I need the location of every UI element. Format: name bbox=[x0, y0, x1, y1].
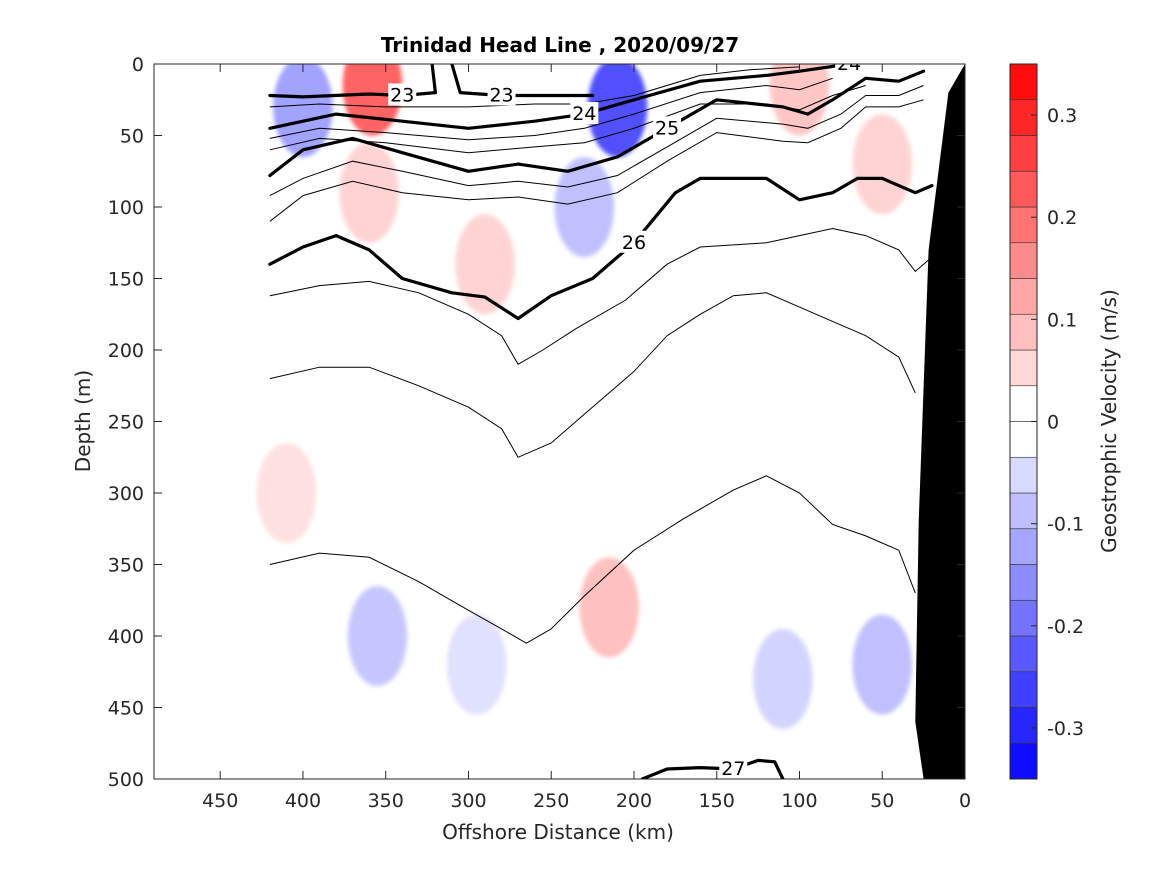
contour-label-26: 26 bbox=[622, 232, 646, 254]
contour-label-27: 27 bbox=[721, 758, 745, 780]
x-tick-label: 400 bbox=[285, 790, 321, 812]
contour-label-23: 23 bbox=[390, 84, 414, 106]
colorbar-ticks: -0.3 -0.2 -0.1 0 0.1 0.2 0.3 bbox=[1031, 105, 1084, 740]
colorbar-level-6 bbox=[1009, 528, 1038, 565]
colorbar-tick-label: -0.1 bbox=[1047, 514, 1084, 536]
thin-contour-0 bbox=[269, 66, 800, 108]
y-axis-label: Depth (m) bbox=[71, 370, 95, 472]
colorbar-tick-label: 0.3 bbox=[1047, 105, 1077, 127]
y-tick-label: 100 bbox=[108, 197, 144, 219]
velocity-patch-12 bbox=[753, 628, 813, 729]
density-contour-25-4 bbox=[268, 69, 926, 178]
y-tick-label: 200 bbox=[108, 340, 144, 362]
velocity-patch-11 bbox=[579, 557, 639, 658]
colorbar-level-2 bbox=[1009, 671, 1038, 708]
colorbar-level-9 bbox=[1009, 421, 1038, 458]
colorbar-tick-label: 0 bbox=[1047, 412, 1059, 434]
thin-density-contours bbox=[269, 66, 933, 644]
velocity-patch-3 bbox=[587, 64, 648, 157]
y-tick-label: 450 bbox=[108, 698, 144, 720]
bathymetry-mask bbox=[915, 64, 965, 779]
x-axis-ticks: 450 400 350 300 250 200 150 100 50 0 bbox=[202, 64, 971, 812]
bold-density-contours: 23 23 24 24 25 26 27 bbox=[268, 53, 934, 780]
colorbar-level-18 bbox=[1009, 99, 1038, 136]
x-tick-label: 100 bbox=[781, 790, 817, 812]
contour-label-bg-2 bbox=[570, 102, 599, 125]
colorbar-level-17 bbox=[1009, 135, 1038, 172]
colorbar-level-15 bbox=[1009, 206, 1038, 244]
contour-label-bg-4 bbox=[653, 116, 682, 139]
thin-contour-5 bbox=[269, 227, 933, 365]
x-tick-label: 350 bbox=[368, 790, 404, 812]
chart-title: Trinidad Head Line , 2020/09/27 bbox=[381, 33, 739, 57]
velocity-patch-0 bbox=[273, 64, 333, 157]
colorbar-level-4 bbox=[1009, 599, 1038, 637]
thin-contour-2 bbox=[269, 85, 866, 154]
velocity-patch-10 bbox=[446, 614, 507, 715]
contour-label-bg-3 bbox=[835, 64, 864, 74]
colorbar-level-5 bbox=[1009, 564, 1038, 601]
thin-contour-6 bbox=[269, 292, 916, 458]
velocity-patch-13 bbox=[852, 614, 913, 715]
velocity-patch-8 bbox=[256, 442, 317, 544]
colorbar-level-14 bbox=[1009, 242, 1038, 279]
contour-label-bg-1 bbox=[487, 83, 516, 106]
y-tick-label: 300 bbox=[108, 483, 144, 505]
contour-label-23: 23 bbox=[489, 84, 513, 106]
y-axis-ticks: 0 50 100 150 200 250 300 350 400 450 500 bbox=[108, 54, 965, 791]
velocity-patch-9 bbox=[347, 585, 408, 687]
thin-contour-4 bbox=[269, 99, 924, 222]
y-tick-label: 400 bbox=[108, 626, 144, 648]
y-tick-label: 0 bbox=[132, 54, 144, 76]
colorbar-label: Geostrophic Velocity (m/s) bbox=[1097, 289, 1121, 553]
colorbar-tick-label: -0.2 bbox=[1047, 616, 1084, 638]
colorbar-level-16 bbox=[1009, 170, 1038, 208]
contour-label-24: 24 bbox=[837, 53, 861, 75]
colorbar-level-11 bbox=[1009, 349, 1038, 387]
thin-contour-3 bbox=[269, 85, 924, 197]
colorbar-tick-label: -0.3 bbox=[1047, 718, 1084, 740]
thin-contour-7 bbox=[269, 475, 916, 644]
y-tick-label: 250 bbox=[108, 412, 144, 434]
x-tick-label: 150 bbox=[699, 790, 735, 812]
x-tick-label: 250 bbox=[533, 790, 569, 812]
velocity-patch-6 bbox=[852, 114, 913, 215]
colorbar-level-19 bbox=[1009, 63, 1038, 101]
velocity-patch-2 bbox=[339, 142, 399, 243]
velocity-patches bbox=[256, 64, 913, 729]
x-tick-label: 450 bbox=[202, 790, 238, 812]
colorbar-tick-label: 0.2 bbox=[1047, 207, 1077, 229]
colorbar-level-10 bbox=[1009, 385, 1038, 422]
density-contour-23-0 bbox=[268, 64, 437, 99]
y-tick-label: 350 bbox=[108, 555, 144, 577]
x-tick-label: 50 bbox=[870, 790, 894, 812]
contour-label-25: 25 bbox=[655, 117, 679, 139]
colorbar-level-3 bbox=[1009, 635, 1038, 673]
y-tick-label: 500 bbox=[108, 769, 144, 791]
velocity-patch-4 bbox=[554, 156, 615, 258]
colorbar bbox=[1009, 63, 1038, 780]
x-tick-label: 200 bbox=[616, 790, 652, 812]
contour-label-bg-0 bbox=[388, 83, 417, 106]
contour-label-bg-6 bbox=[719, 756, 748, 779]
density-contour-24-2 bbox=[268, 69, 802, 130]
velocity-patch-5 bbox=[769, 64, 830, 136]
contour-label-24: 24 bbox=[572, 103, 596, 125]
x-tick-label: 300 bbox=[450, 790, 486, 812]
y-tick-label: 50 bbox=[120, 126, 144, 148]
bathymetry-fill bbox=[915, 64, 965, 779]
colorbar-level-1 bbox=[1009, 707, 1038, 744]
y-tick-label: 150 bbox=[108, 269, 144, 291]
velocity-patch-7 bbox=[455, 214, 515, 315]
colorbar-level-0 bbox=[1009, 742, 1038, 780]
colorbar-level-13 bbox=[1009, 278, 1038, 315]
x-tick-label: 0 bbox=[959, 790, 971, 812]
colorbar-tick-label: 0.1 bbox=[1047, 309, 1077, 331]
colorbar-level-8 bbox=[1009, 456, 1038, 494]
x-axis-label: Offshore Distance (km) bbox=[442, 820, 674, 844]
thin-contour-1 bbox=[269, 77, 833, 141]
contour-label-bg-5 bbox=[619, 230, 648, 253]
